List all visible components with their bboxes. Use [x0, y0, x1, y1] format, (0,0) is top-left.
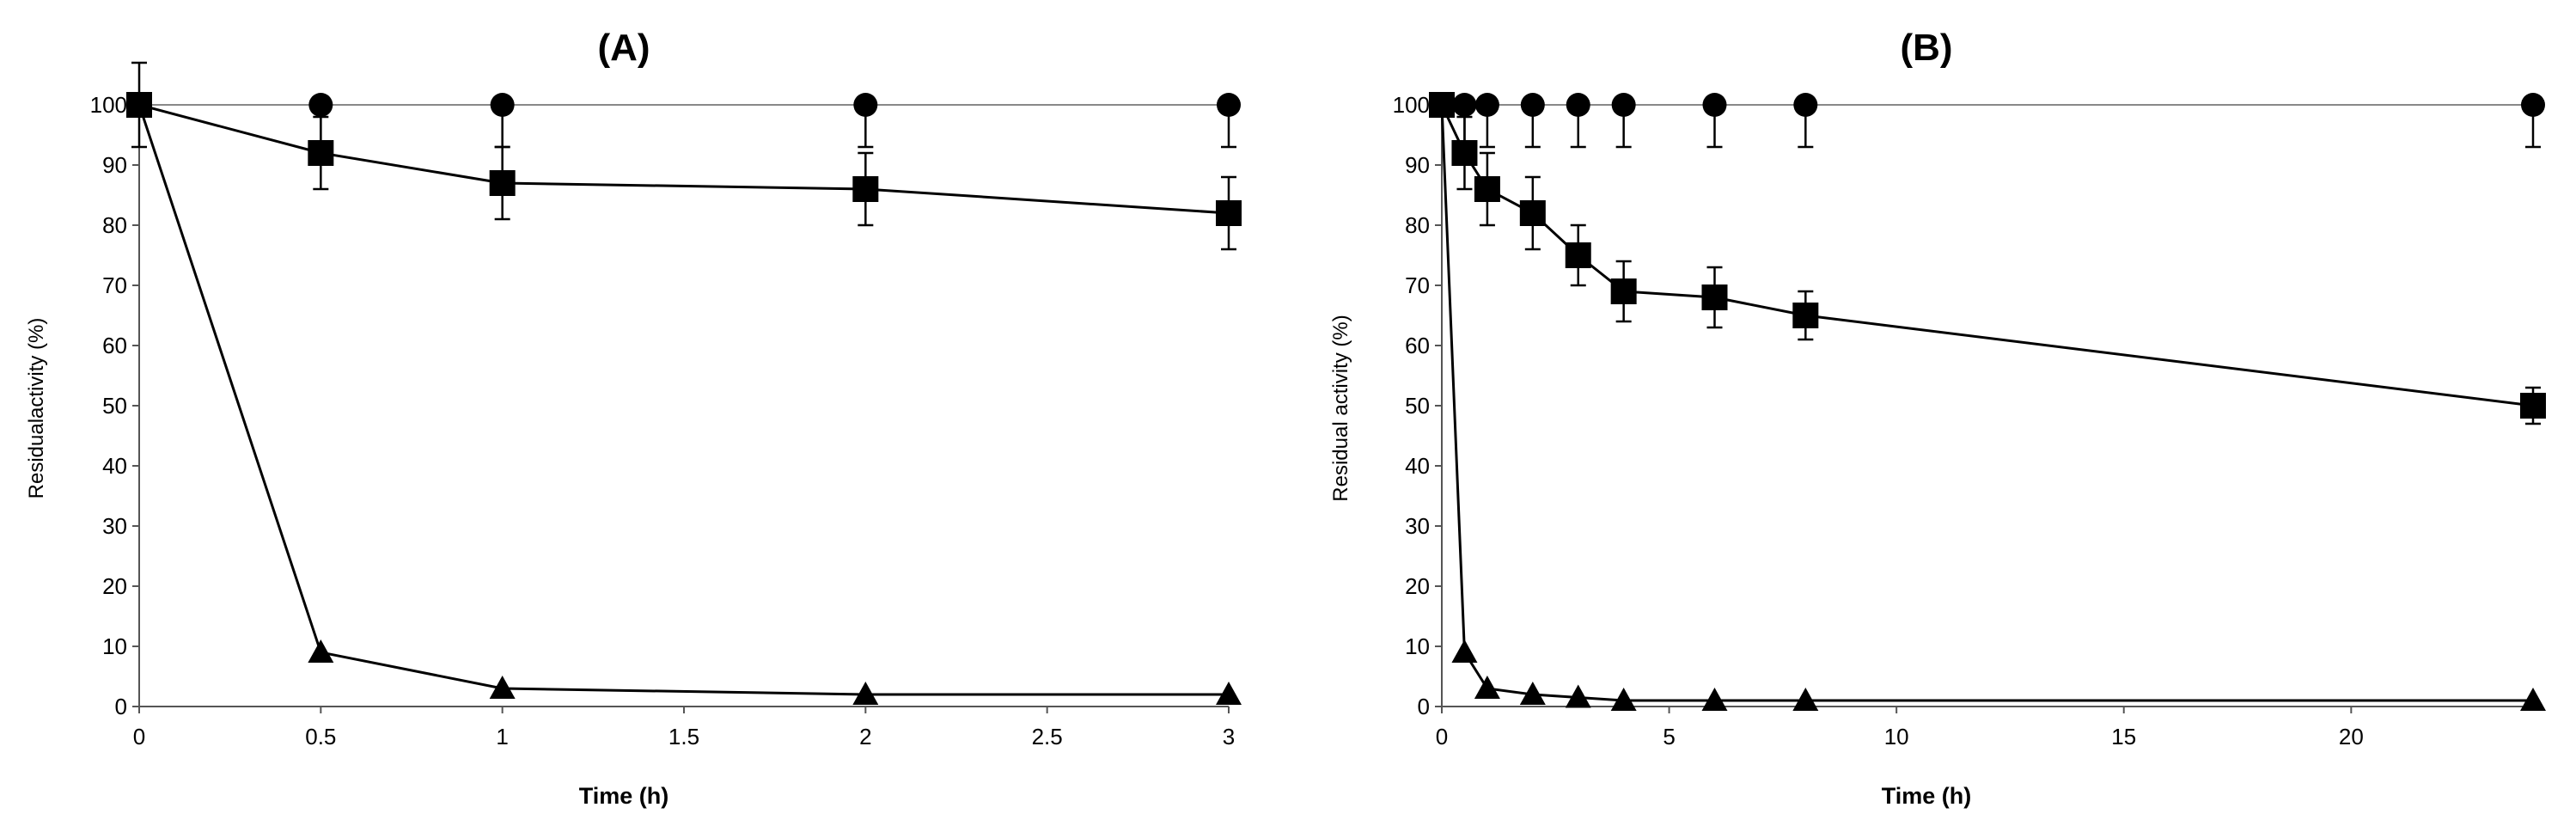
- panel-a-x-tick-label: 3: [1223, 724, 1235, 749]
- panel-a-series-triangle-line: [137, 104, 1229, 696]
- panel-b-point-square: [1701, 284, 1728, 310]
- panel-b-point-triangle: [1610, 688, 1637, 711]
- panel-a-x-tick-label: 0: [133, 724, 145, 749]
- panel-b-y-tick-label: 100: [1393, 92, 1430, 118]
- panel-a-point-circle: [490, 93, 515, 117]
- panel-a-point-triangle: [489, 676, 516, 699]
- panel-b-series-square-line: [1440, 104, 2534, 407]
- panel-b-point-triangle: [1429, 92, 1455, 115]
- panel-b-y-tick-label: 40: [1405, 453, 1430, 479]
- panel-b-point-circle: [1566, 93, 1590, 117]
- panel-a-point-square: [852, 176, 879, 202]
- panel-a-y-tick-label: 70: [102, 272, 127, 298]
- panel-a-y-tick-label: 100: [90, 92, 127, 118]
- panel-b-point-circle: [1702, 93, 1727, 117]
- panel-b-point-square: [2520, 393, 2546, 419]
- panel-a-point-square: [489, 170, 516, 196]
- panel-b-point-square: [1610, 278, 1637, 304]
- panel-a-y-tick-label: 30: [102, 513, 127, 539]
- panel-b-point-square: [1451, 140, 1478, 166]
- panel-b-point-square: [1474, 176, 1500, 202]
- panel-b-y-tick-label: 70: [1405, 272, 1430, 298]
- panel-b-point-circle: [1452, 93, 1477, 117]
- panel-a-point-triangle: [852, 682, 879, 705]
- panel-b: (B) Time (h) Residual activity (%) 0 10 20…: [1329, 27, 2546, 809]
- panel-a-point-triangle: [1216, 682, 1242, 705]
- panel-b-x-tick-label: 15: [2111, 724, 2136, 749]
- panel-b-point-circle: [1793, 93, 1818, 117]
- panel-a-y-axis-title: Residualactivity (%): [25, 318, 48, 499]
- panel-b-x-tick-label: 5: [1663, 724, 1675, 749]
- panel-b-point-triangle: [1451, 639, 1478, 663]
- panel-a-x-tick-label: 1: [496, 724, 508, 749]
- panel-a-y-tick-label: 20: [102, 573, 127, 599]
- panel-b-y-tick-label: 90: [1405, 152, 1430, 178]
- panel-a-series-square-line: [138, 103, 1230, 215]
- panel-a-y-tick-label: 50: [102, 393, 127, 419]
- panel-a-x-tick-label: 1.5: [668, 724, 699, 749]
- panel-b-point-triangle: [1474, 676, 1500, 699]
- panel-b-title: (B): [1900, 27, 1952, 69]
- panel-b-point-circle: [1520, 93, 1545, 117]
- panel-b-point-circle: [1611, 93, 1636, 117]
- panel-b-point-triangle: [1565, 684, 1591, 708]
- panel-a-point-circle: [308, 93, 333, 117]
- panel-a-y-tick-label: 0: [115, 694, 127, 719]
- panel-a-point-triangle: [126, 92, 152, 115]
- panel-b-point-triangle: [1701, 688, 1728, 711]
- panel-a-x-axis-title: Time (h): [579, 783, 669, 809]
- panel-a-y-tick-label: 40: [102, 453, 127, 479]
- panel-b-x-tick-label: 0: [1436, 724, 1448, 749]
- panel-b-x-axis-title: Time (h): [1882, 783, 1972, 809]
- panel-b-y-tick-label: 20: [1405, 573, 1430, 599]
- panel-b-series-triangle-line: [1440, 104, 2533, 702]
- panel-b-point-triangle: [1519, 682, 1546, 705]
- panel-a-point-triangle: [308, 639, 334, 663]
- panel-b-point-circle: [1474, 93, 1499, 117]
- panel-a-y-tick-label: 90: [102, 152, 127, 178]
- panel-b-y-tick-label: 10: [1405, 633, 1430, 659]
- panel-b-y-tick-label: 60: [1405, 333, 1430, 358]
- panel-a-y-tick-label: 60: [102, 333, 127, 358]
- panel-a-point-circle: [1217, 93, 1241, 117]
- panel-a-x-tick-label: 2: [859, 724, 871, 749]
- panel-b-point-square: [1519, 200, 1546, 226]
- panel-a-point-square: [308, 140, 334, 166]
- panel-b-y-tick-label: 30: [1405, 513, 1430, 539]
- panel-a-title: (A): [597, 27, 650, 69]
- panel-b-y-tick-label: 80: [1405, 212, 1430, 238]
- panel-a-x-tick-label: 0.5: [305, 724, 336, 749]
- panel-b-y-tick-label: 50: [1405, 393, 1430, 419]
- panel-a-point-circle: [853, 93, 878, 117]
- panel-b-point-square: [1565, 242, 1591, 268]
- panel-b-y-axis-title: Residual activity (%): [1329, 315, 1352, 501]
- panel-b-point-circle: [2521, 93, 2545, 117]
- panel-b-point-square: [1792, 303, 1819, 328]
- panel-a-y-tick-label: 10: [102, 633, 127, 659]
- panel-a-point-square: [1216, 200, 1242, 226]
- panel-b-y-tick-label: 0: [1418, 694, 1430, 719]
- panel-a: (A) Time (h) Residualactivity (%) 010203…: [25, 27, 1242, 809]
- panel-a-y-tick-label: 80: [102, 212, 127, 238]
- panel-b-point-triangle: [2520, 688, 2546, 711]
- panel-b-x-tick-label: 10: [1884, 724, 1909, 749]
- panel-b-point-triangle: [1792, 688, 1819, 711]
- panel-b-x-tick-label: 20: [2339, 724, 2364, 749]
- panel-a-x-tick-label: 2.5: [1032, 724, 1063, 749]
